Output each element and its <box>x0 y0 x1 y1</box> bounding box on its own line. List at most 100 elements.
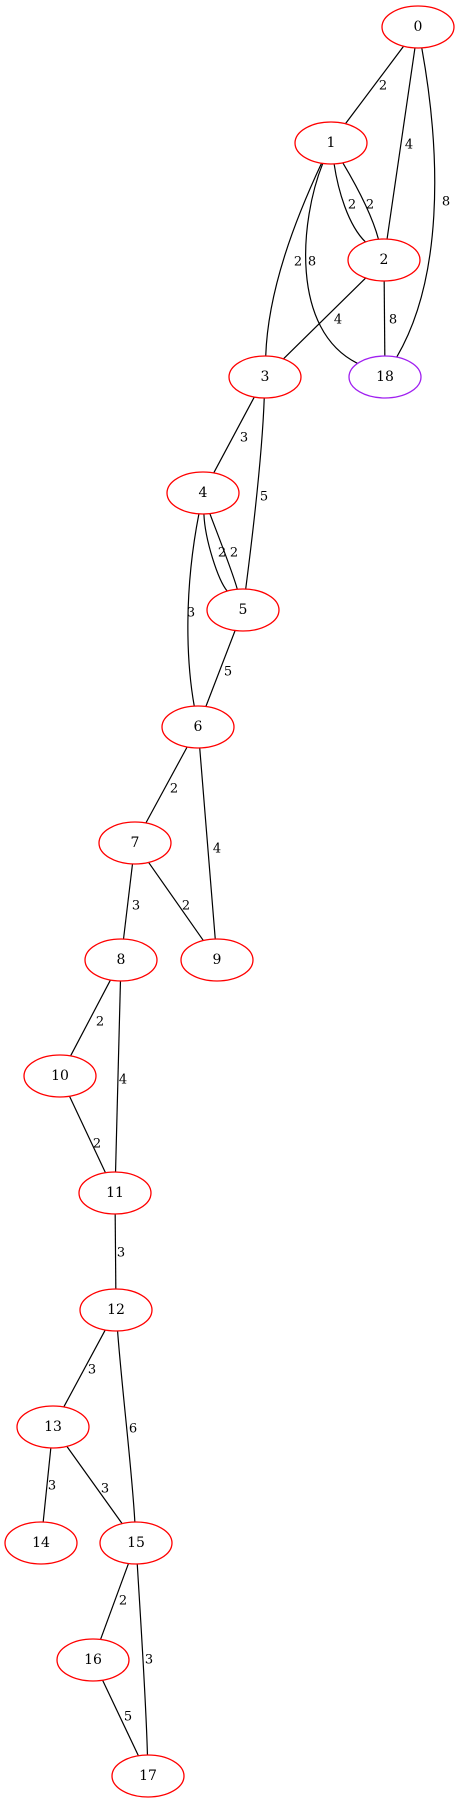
edge-weight-label: 2 <box>182 899 190 914</box>
node-ellipse <box>294 121 368 165</box>
edge-line <box>99 1563 130 1640</box>
edge-weight-label: 5 <box>124 1710 132 1725</box>
node-18: 18 <box>348 355 422 399</box>
node-ellipse <box>84 938 158 982</box>
edge-line <box>383 280 386 357</box>
edge-1-18: 8 <box>305 163 358 364</box>
node-ellipse <box>348 355 422 399</box>
edge-line <box>344 45 405 125</box>
node-label: 11 <box>106 1185 124 1201</box>
edge-weight-label: 5 <box>260 490 268 505</box>
edge-line <box>282 277 367 360</box>
node-label: 10 <box>51 1068 69 1084</box>
edge-8-10: 2 <box>70 979 111 1057</box>
node-ellipse <box>4 1521 78 1565</box>
node-8: 8 <box>84 938 158 982</box>
node-ellipse <box>166 471 240 515</box>
node-ellipse <box>228 355 302 399</box>
node-10: 10 <box>23 1054 97 1098</box>
node-6: 6 <box>161 705 235 749</box>
edge-0-2: 4 <box>386 47 416 240</box>
node-ellipse <box>206 588 280 632</box>
edge-line <box>68 1095 107 1174</box>
node-ellipse <box>79 1288 153 1332</box>
edge-line <box>245 397 265 590</box>
edge-line <box>305 163 358 364</box>
edge-weight-label: 6 <box>129 1422 137 1437</box>
edge-13-14: 3 <box>42 1447 56 1523</box>
edge-line <box>148 862 204 941</box>
edge-line <box>265 163 323 357</box>
edge-weight-label: 5 <box>224 665 232 680</box>
node-ellipse <box>16 1405 90 1449</box>
edge-weight-label: 3 <box>145 1653 153 1668</box>
edge-3-4: 3 <box>213 396 255 474</box>
edge-weight-label: 4 <box>405 138 413 153</box>
node-label: 14 <box>32 1535 50 1551</box>
edge-15-17: 3 <box>136 1563 153 1756</box>
edge-line <box>333 163 366 243</box>
node-label: 1 <box>327 135 336 151</box>
node-ellipse <box>180 938 254 982</box>
node-15: 15 <box>99 1521 173 1565</box>
node-ellipse <box>161 705 235 749</box>
edge-10-11: 2 <box>68 1095 107 1174</box>
edge-weight-label: 2 <box>96 1015 104 1030</box>
edge-weight-label: 8 <box>442 195 450 210</box>
edge-weight-label: 2 <box>170 782 178 797</box>
node-1: 1 <box>294 121 368 165</box>
node-label: 8 <box>117 952 126 968</box>
node-label: 4 <box>199 485 208 501</box>
node-label: 17 <box>139 1768 157 1784</box>
edge-weight-label: 2 <box>294 255 302 270</box>
node-label: 7 <box>131 835 140 851</box>
node-ellipse <box>347 238 421 282</box>
edge-weight-label: 2 <box>230 546 238 561</box>
node-2: 2 <box>347 238 421 282</box>
edge-13-15: 3 <box>66 1446 123 1524</box>
edge-line <box>396 47 436 358</box>
edge-2-3: 4 <box>282 277 367 360</box>
edge-line <box>63 1329 106 1408</box>
node-9: 9 <box>180 938 254 982</box>
edge-line <box>205 630 236 707</box>
node-14: 14 <box>4 1521 78 1565</box>
edge-6-7: 2 <box>145 746 188 824</box>
edge-weight-label: 2 <box>93 1137 101 1152</box>
edge-line <box>102 1679 139 1757</box>
edge-4-5: 2 <box>203 513 228 592</box>
node-ellipse <box>111 1754 185 1798</box>
edge-6-9: 4 <box>199 747 221 940</box>
edge-weight-label: 3 <box>48 1479 56 1494</box>
edge-7-9: 2 <box>148 862 204 941</box>
edge-1-2: 2 <box>342 162 380 240</box>
edge-4-5: 2 <box>209 513 238 590</box>
edge-line <box>42 1447 52 1523</box>
edge-1-2: 2 <box>333 163 366 243</box>
node-4: 4 <box>166 471 240 515</box>
edge-3-5: 5 <box>245 397 268 590</box>
node-5: 5 <box>206 588 280 632</box>
edge-12-15: 6 <box>116 1330 137 1523</box>
edge-12-13: 3 <box>63 1329 106 1408</box>
node-3: 3 <box>228 355 302 399</box>
edge-8-11: 4 <box>114 980 127 1173</box>
edge-weight-label: 3 <box>240 431 248 446</box>
node-label: 16 <box>84 1652 102 1668</box>
edge-weight-label: 4 <box>334 313 342 328</box>
edge-weight-label: 3 <box>132 899 140 914</box>
node-13: 13 <box>16 1405 90 1449</box>
node-label: 5 <box>239 602 248 618</box>
edge-line <box>70 979 111 1057</box>
node-ellipse <box>99 1521 173 1565</box>
node-ellipse <box>381 5 455 49</box>
node-7: 7 <box>98 821 172 865</box>
edge-15-16: 2 <box>99 1563 130 1640</box>
edge-weight-label: 2 <box>218 546 226 561</box>
edge-11-12: 3 <box>114 1213 125 1290</box>
edge-line <box>342 162 380 240</box>
node-17: 17 <box>111 1754 185 1798</box>
node-16: 16 <box>56 1638 130 1682</box>
edge-line <box>203 513 228 592</box>
